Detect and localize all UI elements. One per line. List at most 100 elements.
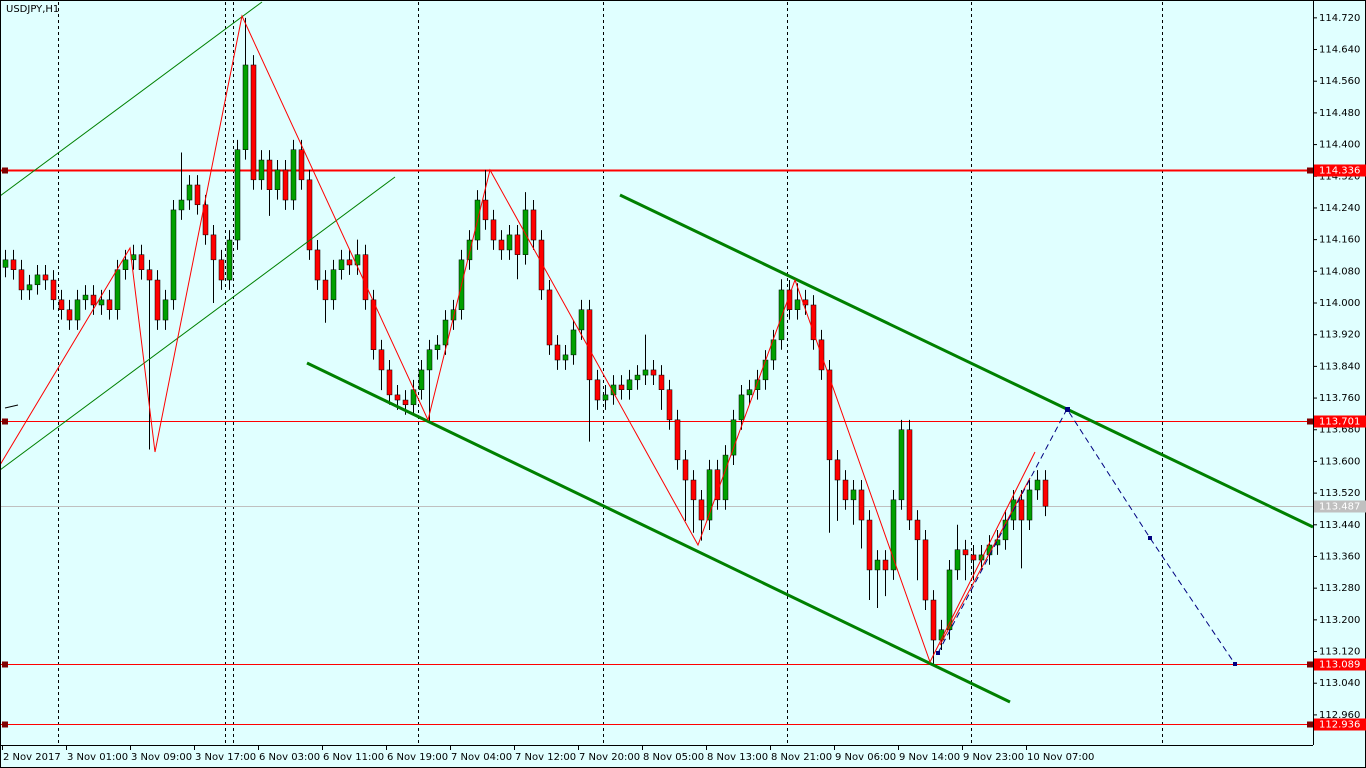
candle-body xyxy=(874,559,881,571)
candle-body xyxy=(1018,499,1025,521)
y-tick-label: 114.080 xyxy=(1319,266,1360,277)
candle-body xyxy=(1026,489,1033,521)
candle-body xyxy=(2,259,9,268)
drawings xyxy=(0,1,1314,704)
candle-body xyxy=(346,259,353,266)
axes: 114.720 114.640 114.560 114.480 114.400 114.3… xyxy=(2,13,1366,763)
x-tick-label: 7 Nov 12:00 xyxy=(515,752,576,763)
candle-body xyxy=(34,274,41,286)
candle-body xyxy=(170,209,177,301)
y-tick-label: 112.960 xyxy=(1319,710,1360,721)
candle-body xyxy=(274,169,281,190)
candle-body xyxy=(370,299,377,350)
projection-point xyxy=(1233,662,1237,666)
candle-body xyxy=(674,419,681,461)
channel-line xyxy=(0,176,396,471)
level-handle xyxy=(2,418,8,425)
level-label: 112.936 xyxy=(1319,720,1360,731)
candle-body xyxy=(378,349,385,371)
y-tick-label: 114.320 xyxy=(1319,171,1360,182)
candle-body xyxy=(914,519,921,541)
y-tick-label: 113.360 xyxy=(1319,551,1360,562)
y-tick-label: 114.560 xyxy=(1319,76,1360,87)
last-price-box xyxy=(1314,500,1366,513)
level-handle xyxy=(2,661,8,668)
y-tick-label: 113.120 xyxy=(1319,647,1360,658)
candle-body xyxy=(834,459,841,481)
candle-body xyxy=(746,389,753,396)
candle-body xyxy=(522,209,529,255)
candles xyxy=(2,17,1049,664)
candle-body xyxy=(490,219,497,241)
candle-body xyxy=(330,269,337,301)
candle-body xyxy=(386,369,393,396)
candle-body xyxy=(530,209,537,241)
y-tick-label: 113.600 xyxy=(1319,456,1360,467)
candle-body xyxy=(826,369,833,461)
candle-body xyxy=(194,184,201,206)
marker xyxy=(4,404,19,409)
candle-body xyxy=(154,279,161,321)
y-tick-label: 114.480 xyxy=(1319,108,1360,119)
level-label: 114.336 xyxy=(1319,166,1360,177)
candle-body xyxy=(66,309,73,321)
projection xyxy=(937,408,1236,665)
candle-body xyxy=(586,309,593,381)
candle-body xyxy=(738,394,745,421)
candle-body xyxy=(10,259,17,270)
candle-body xyxy=(26,284,33,291)
candle-body xyxy=(50,279,57,301)
candle-body xyxy=(658,374,665,390)
candle-body xyxy=(258,159,265,181)
candle-body xyxy=(626,379,633,390)
candle-body xyxy=(402,399,409,406)
candle-body xyxy=(298,149,305,181)
candle-body xyxy=(642,369,649,376)
candle-body xyxy=(306,179,313,251)
candle-body xyxy=(922,539,929,601)
candle-body xyxy=(242,64,249,150)
candle-body xyxy=(890,499,897,571)
candle-body xyxy=(778,289,785,341)
candle-body xyxy=(930,599,937,641)
zigzag xyxy=(0,14,1036,664)
x-tick-label: 10 Nov 07:00 xyxy=(1027,752,1094,763)
candle-body xyxy=(810,304,817,341)
candle-body xyxy=(450,309,457,321)
y-tick-label: 114.640 xyxy=(1319,45,1360,56)
candle-body xyxy=(250,64,257,181)
candle-body xyxy=(722,454,729,501)
y-tick-label: 113.520 xyxy=(1319,488,1360,499)
candle-body xyxy=(578,309,585,331)
candle-body xyxy=(210,234,217,261)
projection-point xyxy=(936,651,940,655)
candle-body xyxy=(706,469,713,521)
y-tick-label: 114.160 xyxy=(1319,235,1360,246)
x-tick-label: 9 Nov 23:00 xyxy=(963,752,1024,763)
candle-body xyxy=(546,289,553,346)
candle-body xyxy=(466,239,473,261)
candle-body xyxy=(1034,479,1041,491)
candle-body xyxy=(698,499,705,521)
candle-body xyxy=(162,299,169,321)
candle-body xyxy=(58,299,65,310)
candle-body xyxy=(858,489,865,521)
x-tick-label: 6 Nov 19:00 xyxy=(387,752,448,763)
x-tick-label: 6 Nov 03:00 xyxy=(259,752,320,763)
candle-body xyxy=(178,199,185,211)
channel-line xyxy=(306,361,1011,704)
projection-point xyxy=(1065,407,1070,412)
x-tick-label: 7 Nov 20:00 xyxy=(579,752,640,763)
candle-body xyxy=(754,379,761,390)
level-label-box xyxy=(1314,718,1366,731)
candle-body xyxy=(594,379,601,401)
x-tick-label: 3 Nov 09:00 xyxy=(131,752,192,763)
candle-body xyxy=(962,549,969,556)
zigzag xyxy=(939,477,1031,646)
candle-body xyxy=(234,149,241,241)
candle-body xyxy=(882,559,889,571)
candle-body xyxy=(122,259,129,270)
y-tick-label: 114.720 xyxy=(1319,13,1360,24)
y-tick-label: 114.000 xyxy=(1319,298,1360,309)
